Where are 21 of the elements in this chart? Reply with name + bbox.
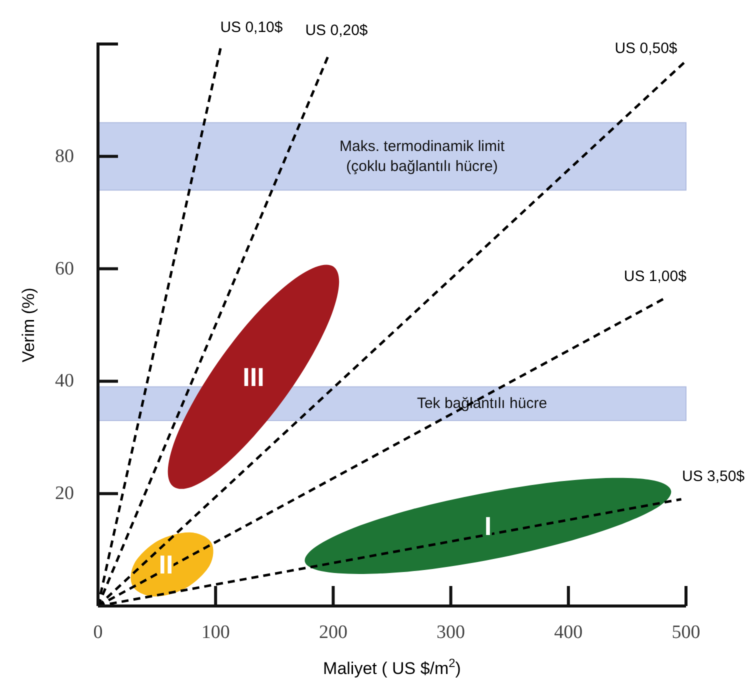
- series-label: US 0,50$: [614, 40, 678, 57]
- x-tick-label: 500: [672, 622, 700, 643]
- band-label: Maks. termodinamik limit (çoklu bağlantılı hücre): [339, 138, 506, 175]
- series-label: US 3,50$: [682, 468, 746, 486]
- y-tick-label: 40: [55, 370, 74, 392]
- x-tick-label: 0: [93, 622, 103, 643]
- x-tick-label: 400: [554, 622, 583, 643]
- series-label: US 0,20$: [305, 22, 368, 40]
- y-tick-label: 80: [55, 146, 74, 167]
- x-tick-label: 100: [201, 622, 230, 643]
- x-tick-label: 200: [318, 622, 348, 643]
- band-label: Tek bağlantılı hücre: [416, 395, 548, 412]
- series-label: III: [242, 362, 264, 392]
- y-tick-label: 60: [55, 258, 74, 280]
- series-label: US 1,00$: [624, 268, 688, 285]
- x-axis-title: Maliyet ( US $/m$^{2}$): [323, 656, 461, 678]
- series-label: US 0,10$: [220, 19, 284, 36]
- series-label: I: [484, 511, 492, 542]
- y-tick-label: 20: [55, 483, 74, 504]
- x-tick-label: 300: [436, 622, 466, 643]
- y-axis-title: Verim (%): [19, 288, 38, 362]
